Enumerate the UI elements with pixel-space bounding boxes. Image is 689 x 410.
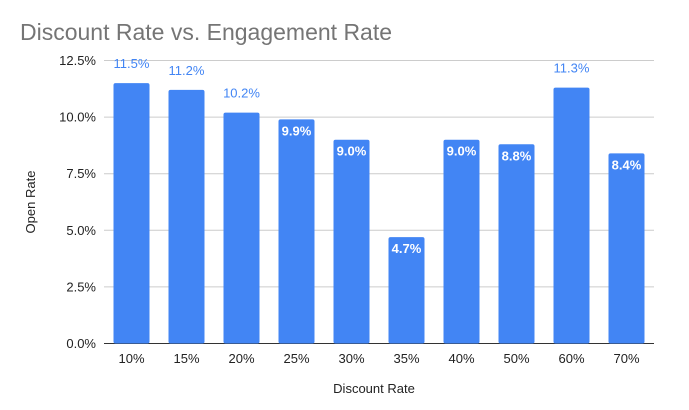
x-tick-label: 40%	[448, 351, 474, 366]
bar	[278, 119, 315, 344]
y-axis-ticks: 0.0% 2.5% 5.0% 7.5% 10.0% 12.5%	[59, 53, 96, 351]
x-tick-label: 20%	[228, 351, 254, 366]
bar	[443, 139, 480, 344]
y-tick-label: 10.0%	[59, 110, 96, 125]
y-tick-label: 0.0%	[66, 336, 96, 351]
bar	[113, 83, 150, 344]
data-label: 10.2%	[223, 86, 260, 101]
data-label: 11.3%	[554, 61, 590, 76]
x-tick-label: 50%	[503, 351, 529, 366]
data-label: 8.8%	[502, 148, 532, 163]
bar	[388, 237, 425, 344]
x-axis-ticks: 10% 15% 20% 25% 30% 35% 40% 50% 60% 70%	[118, 351, 639, 366]
bar	[553, 87, 590, 344]
x-tick-label: 35%	[393, 351, 419, 366]
data-label: 9.0%	[337, 144, 367, 159]
bar	[498, 144, 535, 344]
data-label: 8.4%	[612, 157, 642, 172]
data-label: 9.9%	[282, 123, 312, 138]
y-axis-label: Open Rate	[23, 171, 38, 234]
bar	[223, 112, 260, 344]
data-label: 4.7%	[392, 241, 422, 256]
x-tick-label: 70%	[613, 351, 639, 366]
y-tick-label: 2.5%	[66, 279, 96, 294]
chart-title: Discount Rate vs. Engagement Rate	[20, 19, 392, 45]
bars: 11.5% 11.2% 10.2% 9.9% 9.0% 4.7% 9.0% 8.8% 11.3%…	[113, 56, 645, 344]
x-tick-label: 10%	[118, 351, 144, 366]
x-tick-label: 30%	[338, 351, 364, 366]
data-label: 9.0%	[447, 144, 477, 159]
x-axis-label: Discount Rate	[333, 381, 415, 396]
bar	[168, 89, 205, 344]
y-tick-label: 5.0%	[66, 223, 96, 238]
y-tick-label: 7.5%	[66, 166, 96, 181]
data-label: 11.2%	[169, 63, 205, 78]
x-tick-label: 60%	[558, 351, 584, 366]
bar	[608, 153, 645, 344]
x-tick-label: 15%	[173, 351, 199, 366]
x-tick-label: 25%	[283, 351, 309, 366]
bar	[333, 139, 370, 344]
data-label: 11.5%	[114, 56, 150, 71]
y-tick-label: 12.5%	[59, 53, 96, 68]
